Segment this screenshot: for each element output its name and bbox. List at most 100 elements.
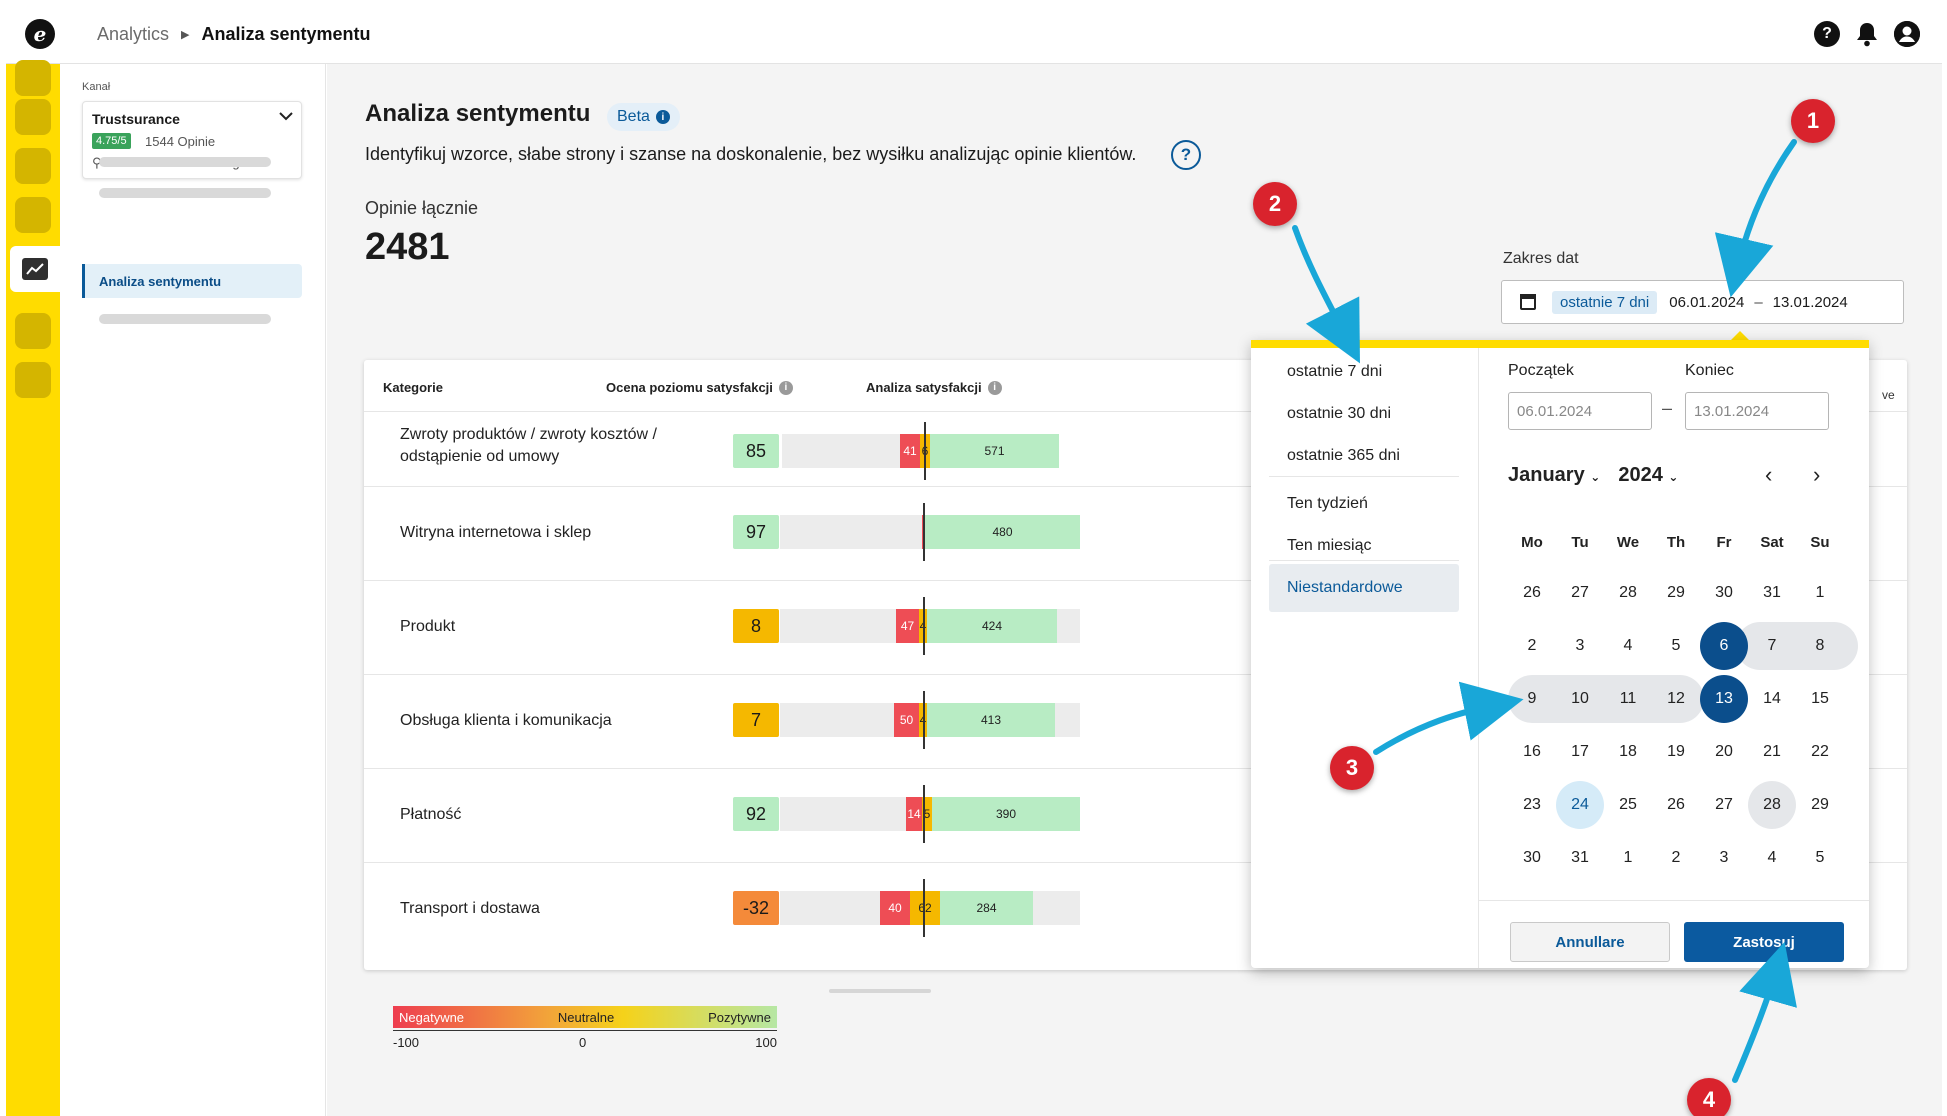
calendar-day[interactable]: 29 [1811,796,1829,813]
calendar-day[interactable]: 19 [1667,743,1685,760]
calendar-day[interactable]: 13 [1700,675,1748,723]
calendar-day[interactable]: 4 [1767,849,1777,866]
calendar-day[interactable]: 7 [1767,637,1777,654]
calendar-day[interactable]: 22 [1811,743,1829,760]
calendar-day[interactable]: 30 [1715,584,1733,601]
horizontal-scrollbar[interactable] [829,989,931,993]
calendar-day[interactable]: 3 [1719,849,1729,866]
rail-item-1[interactable] [15,60,51,96]
breadcrumb-current: Analiza sentymentu [201,24,371,44]
header-hidden-column: ve [1882,388,1895,402]
calendar-day[interactable]: 25 [1619,796,1637,813]
calendar-day[interactable]: 16 [1523,743,1541,760]
preset-last-365-days[interactable]: ostatnie 365 dni [1287,447,1400,464]
calendar-day[interactable]: 10 [1571,690,1589,707]
chevron-down-icon[interactable] [279,108,293,124]
calendar-day[interactable]: 31 [1571,849,1589,866]
preset-this-week[interactable]: Ten tydzień [1287,495,1368,512]
zero-marker [923,691,925,749]
calendar-day[interactable]: 28 [1748,781,1796,829]
help-circle-icon[interactable]: ? [1171,140,1201,170]
negative-segment: 41 [900,434,920,468]
calendar-day[interactable]: 5 [1815,849,1825,866]
info-icon[interactable]: i [987,380,1002,395]
cancel-button[interactable]: Annullare [1510,922,1670,962]
beta-badge[interactable]: Beta i [607,103,680,131]
channel-name: Trustsurance [92,111,180,127]
rail-item-2[interactable] [15,99,51,135]
calendar-day[interactable]: 2 [1527,637,1537,654]
category-name: Transport i dostawa [400,900,540,917]
calendar-day[interactable]: 1 [1623,849,1633,866]
start-date-input[interactable]: 06.01.2024 [1508,392,1652,430]
info-icon[interactable]: i [778,380,793,395]
app-logo[interactable]: e [25,19,55,49]
calendar-day[interactable]: 15 [1811,690,1829,707]
breadcrumb-analytics-link[interactable]: Analytics [97,24,170,44]
nav-placeholder-3[interactable] [99,314,271,324]
total-reviews-label: Opinie łącznie [365,198,479,218]
calendar-day[interactable]: 17 [1571,743,1589,760]
category-name: Płatność [400,806,462,823]
table-header-divider [364,411,1907,412]
table-row[interactable]: Produkt 8 47 4 424 [364,581,1907,675]
preset-last-7-days[interactable]: ostatnie 7 dni [1287,363,1383,380]
calendar-day[interactable]: 26 [1523,584,1541,601]
calendar-day[interactable]: 3 [1575,637,1585,654]
calendar-day[interactable]: 5 [1671,637,1681,654]
calendar-day[interactable]: 2 [1671,849,1681,866]
end-date-input[interactable]: 13.01.2024 [1685,392,1829,430]
info-icon: i [655,110,670,124]
nav-item-sentiment-analysis[interactable]: Analiza sentymentu [82,264,302,298]
preset-custom[interactable]: Niestandardowe [1269,564,1459,612]
table-row[interactable]: Zwroty produktów / zwroty kosztów / odst… [364,412,1907,487]
calendar-day[interactable]: 21 [1763,743,1781,760]
calendar-day[interactable]: 4 [1623,637,1633,654]
date-range-picker[interactable]: ostatnie 7 dni 06.01.2024 – 13.01.2024 [1501,280,1904,324]
legend-max: 100 [755,1035,777,1050]
calendar-day[interactable]: 23 [1523,796,1541,813]
rail-item-analytics[interactable] [10,246,60,292]
calendar-day[interactable]: 27 [1571,584,1589,601]
range-dash: – [1662,398,1673,418]
bell-icon[interactable] [1854,21,1880,47]
rail-item-6[interactable] [15,362,51,398]
calendar-day[interactable]: 24 [1556,781,1604,829]
trend-chart-icon [22,258,48,280]
prev-month-icon[interactable]: ‹ [1765,462,1773,487]
calendar-day[interactable]: 28 [1619,584,1637,601]
table-row[interactable]: Transport i dostawa -32 40 62 284 [364,863,1907,957]
weekday-header: Fr [1716,534,1732,551]
calendar-day[interactable]: 30 [1523,849,1541,866]
rail-item-4[interactable] [15,197,51,233]
rail-item-3[interactable] [15,148,51,184]
calendar-day[interactable]: 29 [1667,584,1685,601]
user-icon[interactable] [1894,21,1920,47]
table-row[interactable]: Obsługa klienta i komunikacja 7 50 4 413 [364,675,1907,769]
help-icon[interactable]: ? [1814,21,1840,47]
calendar-day[interactable]: 11 [1619,690,1637,707]
calendar-day[interactable]: 12 [1667,690,1685,707]
preset-last-30-days[interactable]: ostatnie 30 dni [1287,405,1392,422]
calendar-day[interactable]: 26 [1667,796,1685,813]
rail-item-5[interactable] [15,313,51,349]
calendar-day[interactable]: 27 [1715,796,1733,813]
table-row[interactable]: Witryna internetowa i sklep 97 480 [364,487,1907,581]
month-dropdown[interactable]: January ⌄ [1508,464,1601,486]
calendar-day[interactable]: 6 [1700,622,1748,670]
next-month-icon[interactable]: › [1813,462,1821,487]
channel-selector[interactable]: Trustsurance 4.75/5 1544 Opinie ⚲ Trusts… [82,101,302,179]
calendar-day[interactable]: 14 [1763,690,1781,707]
table-row[interactable]: Płatność 92 14 5 390 [364,769,1907,863]
calendar-day[interactable]: 8 [1815,637,1825,654]
nav-placeholder-2[interactable] [99,188,271,198]
calendar-day[interactable]: 18 [1619,743,1637,760]
year-dropdown[interactable]: 2024 ⌄ [1618,464,1679,486]
apply-button[interactable]: Zastosuj [1684,922,1844,962]
calendar-day[interactable]: 1 [1815,584,1825,601]
calendar-day[interactable]: 20 [1715,743,1733,760]
nav-placeholder-1[interactable] [99,157,271,167]
calendar-day[interactable]: 9 [1527,690,1537,707]
calendar-day[interactable]: 31 [1763,584,1781,601]
preset-this-month[interactable]: Ten miesiąc [1287,537,1372,554]
